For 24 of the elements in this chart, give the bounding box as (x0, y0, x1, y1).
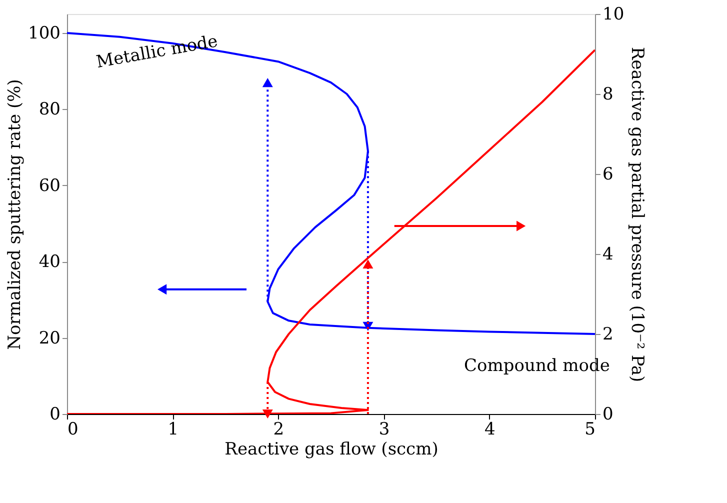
annotation: Compound mode (464, 356, 610, 376)
y2-axis-title: Reactive gas partial pressure (10⁻² Pa) (627, 46, 648, 382)
x-tick-label: 2 (273, 420, 284, 440)
y-tick-label: 20 (38, 328, 60, 348)
y-tick-label: 40 (38, 252, 60, 272)
y-tick-label: 0 (50, 404, 60, 424)
line-series (67, 32, 595, 335)
y-axis-title: Normalized sputtering rate (%) (5, 79, 26, 350)
y2-tick-label: 0 (602, 404, 614, 424)
x-tick-label: 3 (378, 420, 390, 440)
y2-tick-label: 6 (602, 164, 614, 184)
y2-tick-label: 4 (602, 244, 614, 264)
x-tick-label: 4 (484, 420, 496, 440)
x-axis-title: Reactive gas flow (sccm) (224, 440, 438, 460)
y2-tick-label: 8 (602, 84, 614, 104)
y-tick-label: 80 (38, 100, 60, 120)
y2-tick-label: 2 (602, 324, 614, 344)
y-tick-label: 100 (28, 24, 60, 44)
x-tick-label: 1 (168, 420, 179, 440)
y-tick-label: 60 (38, 176, 60, 196)
x-tick-label: 0 (68, 420, 78, 440)
y2-tick-label: 10 (602, 4, 624, 24)
annotation: Metallic mode (94, 31, 220, 73)
x-tick-label: 5 (584, 420, 596, 440)
